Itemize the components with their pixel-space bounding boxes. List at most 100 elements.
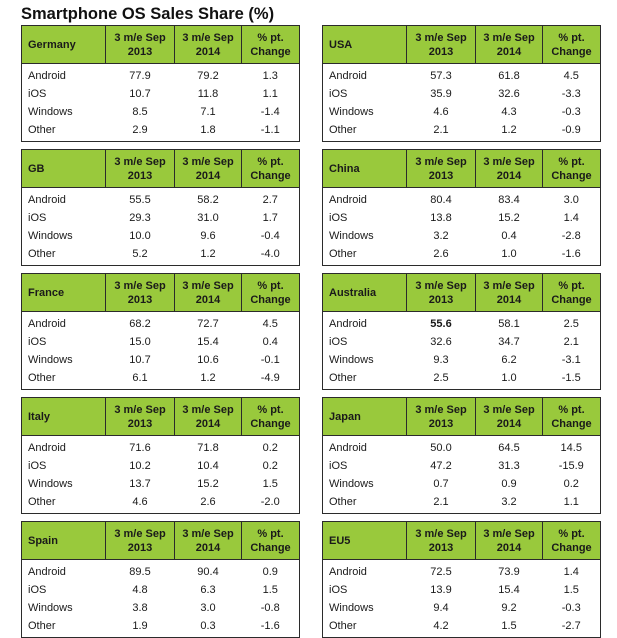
os-label: iOS bbox=[21, 457, 106, 475]
share-2013: 55.5 bbox=[129, 194, 151, 206]
column-header-line2: 2013 bbox=[127, 169, 153, 182]
column-header-line1: % pt. bbox=[257, 31, 284, 44]
column-header: 3 m/e Sep 2013 bbox=[105, 273, 175, 312]
share-2014: 4.3 bbox=[501, 106, 517, 118]
table-row: Android 89.5 90.4 0.9 bbox=[21, 559, 300, 581]
pct-change: -4.0 bbox=[241, 245, 300, 266]
column-header-line1: 3 m/e Sep bbox=[182, 155, 234, 168]
os-label: Android bbox=[322, 63, 407, 85]
column-header-line1: % pt. bbox=[558, 31, 585, 44]
column-header-line2: 2014 bbox=[496, 45, 522, 58]
share-2014: 71.8 bbox=[197, 442, 219, 454]
os-label: iOS bbox=[21, 581, 106, 599]
column-header-line1: 3 m/e Sep bbox=[483, 155, 535, 168]
region-name: USA bbox=[322, 25, 407, 64]
share-2014: 32.6 bbox=[498, 88, 520, 100]
share-2014: 1.2 bbox=[475, 121, 543, 142]
share-2013: 10.7 bbox=[129, 88, 151, 100]
share-2014: 1.0 bbox=[475, 369, 543, 390]
table-row: Windows 3.2 0.4 -2.8 bbox=[322, 227, 601, 245]
column-header-line1: 3 m/e Sep bbox=[415, 155, 467, 168]
share-2013: 10.2 bbox=[129, 460, 151, 472]
column-header-line2: 2014 bbox=[496, 541, 522, 554]
table-row: Windows 8.5 7.1 -1.4 bbox=[21, 103, 300, 121]
pct-change: -0.3 bbox=[542, 103, 601, 121]
column-header: 3 m/e Sep 2014 bbox=[475, 149, 543, 188]
sales-table-gb: GB 3 m/e Sep 2013 3 m/e Sep 2014% pt. Change A… bbox=[21, 149, 300, 266]
pct-change: -1.5 bbox=[542, 369, 601, 390]
share-2014: 15.2 bbox=[498, 212, 520, 224]
os-label: Windows bbox=[322, 475, 407, 493]
table-row: Android 80.4 83.4 3.0 bbox=[322, 187, 601, 209]
column-header: % pt. Change bbox=[241, 273, 300, 312]
share-2013: 5.2 bbox=[105, 245, 175, 266]
column-header-line2: 2013 bbox=[127, 293, 153, 306]
column-header: 3 m/e Sep 2014 bbox=[174, 25, 242, 64]
column-header-line2: 2014 bbox=[496, 293, 522, 306]
column-header-line2: 2014 bbox=[496, 417, 522, 430]
share-2014: 3.0 bbox=[200, 602, 216, 614]
os-label: Windows bbox=[21, 103, 106, 121]
share-2013: 77.9 bbox=[129, 70, 151, 82]
column-header-line2: 2013 bbox=[428, 541, 454, 554]
table-row: Other 2.6 1.0 -1.6 bbox=[322, 245, 601, 266]
share-2014: 10.6 bbox=[197, 354, 219, 366]
pct-change: -0.4 bbox=[241, 227, 300, 245]
column-header-line1: 3 m/e Sep bbox=[114, 279, 166, 292]
os-label: Windows bbox=[322, 103, 407, 121]
column-header-line2: 2013 bbox=[428, 417, 454, 430]
os-label: iOS bbox=[322, 209, 407, 227]
table-row: Android 77.9 79.2 1.3 bbox=[21, 63, 300, 85]
table-row: Windows 13.7 15.2 1.5 bbox=[21, 475, 300, 493]
pct-change: -0.3 bbox=[542, 599, 601, 617]
share-2014: 73.9 bbox=[498, 566, 520, 578]
share-2013: 2.5 bbox=[406, 369, 476, 390]
os-label: Android bbox=[21, 311, 106, 333]
column-header-line2: 2014 bbox=[195, 541, 221, 554]
table-row: Other 6.1 1.2 -4.9 bbox=[21, 369, 300, 390]
column-header-line1: % pt. bbox=[558, 279, 585, 292]
column-header-line2: Change bbox=[250, 45, 291, 58]
pct-change: 1.1 bbox=[542, 493, 601, 514]
os-label: iOS bbox=[322, 581, 407, 599]
pct-change: 0.2 bbox=[241, 457, 300, 475]
share-2013: 2.6 bbox=[406, 245, 476, 266]
pct-change: -1.4 bbox=[241, 103, 300, 121]
column-header: 3 m/e Sep 2014 bbox=[174, 273, 242, 312]
column-header: 3 m/e Sep 2013 bbox=[406, 521, 476, 560]
share-2013: 50.0 bbox=[430, 442, 452, 454]
column-header-line2: 2013 bbox=[428, 45, 454, 58]
column-header: 3 m/e Sep 2013 bbox=[105, 149, 175, 188]
column-header-line2: 2013 bbox=[428, 293, 454, 306]
pct-change: -0.8 bbox=[241, 599, 300, 617]
share-2013: 29.3 bbox=[129, 212, 151, 224]
os-label: Windows bbox=[322, 227, 407, 245]
table-row: Windows 10.0 9.6 -0.4 bbox=[21, 227, 300, 245]
share-2013: 3.2 bbox=[433, 230, 449, 242]
column-header-line2: 2014 bbox=[195, 45, 221, 58]
table-row: Other 4.6 2.6 -2.0 bbox=[21, 493, 300, 514]
column-header-line2: Change bbox=[250, 417, 291, 430]
column-header-line2: 2013 bbox=[127, 45, 153, 58]
table-row: iOS 32.6 34.7 2.1 bbox=[322, 333, 601, 351]
column-header: 3 m/e Sep 2013 bbox=[105, 25, 175, 64]
pct-change: 3.0 bbox=[542, 187, 601, 209]
share-2014: 34.7 bbox=[498, 336, 520, 348]
sales-table-australia: Australia 3 m/e Sep 2013 3 m/e Sep 2014% pt.… bbox=[322, 273, 601, 390]
share-2013: 80.4 bbox=[430, 194, 452, 206]
os-label: iOS bbox=[21, 333, 106, 351]
table-row: iOS 29.3 31.0 1.7 bbox=[21, 209, 300, 227]
sales-table-germany: Germany 3 m/e Sep 2013 3 m/e Sep 2014% pt. Ch… bbox=[21, 25, 300, 142]
pct-change: 4.5 bbox=[241, 311, 300, 333]
column-header-line2: Change bbox=[250, 293, 291, 306]
column-header: 3 m/e Sep 2014 bbox=[475, 273, 543, 312]
pct-change: -2.0 bbox=[241, 493, 300, 514]
column-header: 3 m/e Sep 2013 bbox=[105, 521, 175, 560]
column-header-line1: 3 m/e Sep bbox=[483, 279, 535, 292]
pct-change: -1.1 bbox=[241, 121, 300, 142]
share-2013: 4.8 bbox=[132, 584, 148, 596]
share-2013: 32.6 bbox=[430, 336, 452, 348]
column-header-line1: % pt. bbox=[257, 403, 284, 416]
column-header: % pt. Change bbox=[542, 397, 601, 436]
share-2013: 1.9 bbox=[105, 617, 175, 638]
